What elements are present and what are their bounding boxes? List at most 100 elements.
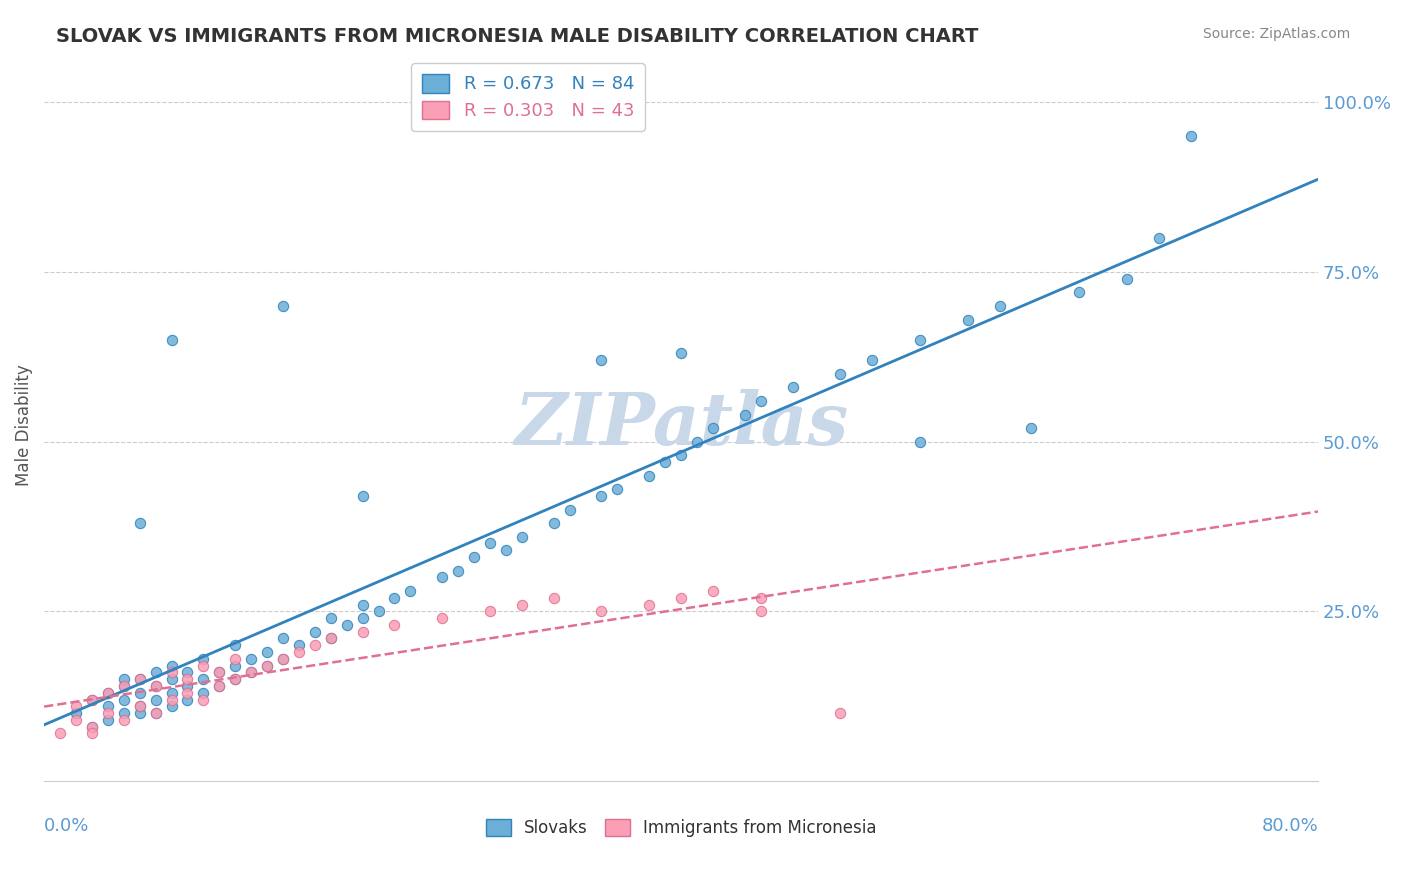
Point (112, 713, 135, 727)
Point (240, 665, 263, 680)
Point (463, 550, 485, 565)
Point (128, 706, 150, 720)
Point (432, 570, 454, 584)
Point (638, 598, 661, 612)
Point (654, 455, 676, 469)
Point (271, 652, 294, 666)
Point (495, 543, 517, 558)
Point (176, 679, 198, 693)
Point (288, 638, 311, 652)
Point (447, 564, 470, 578)
Point (479, 604, 502, 618)
Point (399, 584, 422, 599)
Point (112, 672, 135, 686)
Point (256, 645, 278, 659)
Point (638, 468, 661, 483)
Point (80, 720, 103, 734)
Point (669, 448, 692, 462)
Point (160, 692, 183, 706)
Point (128, 516, 150, 530)
Point (128, 699, 150, 714)
Point (702, 584, 724, 599)
Point (384, 591, 406, 605)
Point (193, 672, 215, 686)
Point (193, 692, 215, 706)
Point (97, 713, 120, 727)
Point (208, 665, 231, 680)
Point (97, 699, 120, 714)
Point (543, 516, 565, 530)
Point (782, 380, 804, 394)
Point (352, 598, 374, 612)
Point (224, 658, 246, 673)
Point (319, 632, 342, 646)
Point (702, 421, 724, 435)
Point (128, 699, 150, 714)
Point (367, 604, 389, 618)
Point (176, 692, 198, 706)
Point (112, 706, 135, 720)
Point (224, 672, 246, 686)
Point (256, 658, 278, 673)
Point (591, 604, 613, 618)
Point (160, 665, 183, 680)
Point (128, 672, 150, 686)
Point (432, 611, 454, 625)
Point (336, 618, 359, 632)
Point (128, 686, 150, 700)
Point (160, 672, 183, 686)
Point (543, 591, 565, 605)
Point (97, 686, 120, 700)
Point (352, 611, 374, 625)
Point (160, 699, 183, 714)
Point (749, 394, 772, 409)
Point (591, 353, 613, 368)
Point (97, 706, 120, 720)
Point (384, 618, 406, 632)
Point (160, 686, 183, 700)
Y-axis label: Male Disability: Male Disability (15, 364, 32, 485)
Point (1021, 421, 1043, 435)
Text: Source: ZipAtlas.com: Source: ZipAtlas.com (1202, 27, 1350, 41)
Point (830, 367, 852, 381)
Point (49, 726, 72, 740)
Point (479, 536, 502, 550)
Point (749, 604, 772, 618)
Text: ZIPatlas: ZIPatlas (515, 389, 848, 460)
Point (193, 686, 215, 700)
Point (97, 686, 120, 700)
Point (208, 679, 231, 693)
Point (65, 713, 87, 727)
Point (80, 720, 103, 734)
Point (145, 706, 167, 720)
Point (988, 299, 1011, 313)
Text: 80.0%: 80.0% (1261, 816, 1319, 835)
Point (128, 672, 150, 686)
Point (669, 591, 692, 605)
Text: SLOVAK VS IMMIGRANTS FROM MICRONESIA MALE DISABILITY CORRELATION CHART: SLOVAK VS IMMIGRANTS FROM MICRONESIA MAL… (56, 27, 979, 45)
Point (145, 665, 167, 680)
Point (1116, 272, 1139, 286)
Legend: Slovaks, Immigrants from Micronesia: Slovaks, Immigrants from Micronesia (479, 813, 883, 844)
Point (193, 652, 215, 666)
Point (65, 699, 87, 714)
Point (80, 692, 103, 706)
Point (112, 679, 135, 693)
Point (176, 672, 198, 686)
Point (240, 652, 263, 666)
Point (956, 312, 979, 326)
Point (208, 679, 231, 693)
Point (145, 679, 167, 693)
Point (145, 706, 167, 720)
Point (860, 353, 883, 368)
Point (908, 333, 931, 347)
Point (208, 665, 231, 680)
Point (319, 611, 342, 625)
Point (193, 658, 215, 673)
Point (830, 706, 852, 720)
Point (558, 502, 581, 516)
Point (224, 672, 246, 686)
Point (176, 665, 198, 680)
Point (224, 652, 246, 666)
Text: 0.0%: 0.0% (44, 816, 90, 835)
